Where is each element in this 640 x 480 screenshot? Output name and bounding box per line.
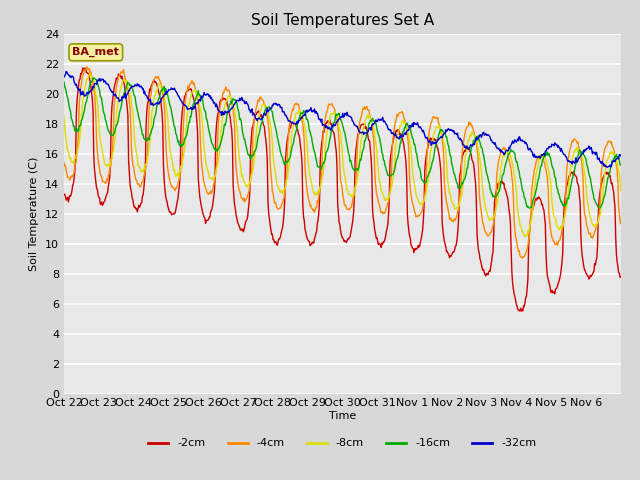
- -8cm: [256, 108, 264, 114]
- -32cm: [62, 69, 70, 74]
- -16cm: [228, 96, 236, 102]
- -2cm: [518, 308, 525, 314]
- -32cm: [228, 105, 236, 111]
- -2cm: [228, 140, 236, 146]
- -2cm: [432, 137, 440, 143]
- -32cm: [603, 164, 611, 170]
- -16cm: [617, 162, 625, 168]
- -8cm: [401, 120, 408, 126]
- -4cm: [126, 105, 134, 111]
- -16cm: [60, 79, 68, 85]
- -16cm: [126, 83, 134, 89]
- -2cm: [277, 230, 285, 236]
- Line: -8cm: -8cm: [64, 74, 621, 237]
- -8cm: [617, 188, 625, 194]
- -4cm: [228, 104, 236, 110]
- -4cm: [83, 64, 91, 70]
- -8cm: [277, 188, 285, 193]
- -8cm: [228, 101, 236, 107]
- -8cm: [86, 71, 94, 77]
- -32cm: [277, 105, 285, 110]
- Legend: -2cm, -4cm, -8cm, -16cm, -32cm: -2cm, -4cm, -8cm, -16cm, -32cm: [144, 434, 541, 453]
- Line: -16cm: -16cm: [64, 78, 621, 208]
- -32cm: [126, 86, 134, 92]
- -4cm: [256, 95, 264, 100]
- Line: -4cm: -4cm: [64, 67, 621, 258]
- -2cm: [60, 192, 68, 197]
- -16cm: [89, 75, 97, 81]
- -16cm: [525, 205, 533, 211]
- -16cm: [401, 125, 408, 131]
- -16cm: [432, 143, 440, 149]
- -4cm: [401, 116, 408, 122]
- -4cm: [518, 255, 526, 261]
- -2cm: [126, 182, 134, 188]
- -8cm: [60, 114, 68, 120]
- -4cm: [432, 115, 440, 121]
- Title: Soil Temperatures Set A: Soil Temperatures Set A: [251, 13, 434, 28]
- -4cm: [277, 204, 285, 210]
- Y-axis label: Soil Temperature (C): Soil Temperature (C): [29, 156, 39, 271]
- Line: -2cm: -2cm: [64, 68, 621, 311]
- -32cm: [256, 116, 264, 122]
- -32cm: [617, 153, 625, 159]
- -8cm: [432, 124, 440, 130]
- -8cm: [126, 91, 134, 97]
- Line: -32cm: -32cm: [64, 72, 621, 167]
- -2cm: [617, 274, 625, 280]
- -4cm: [617, 221, 625, 227]
- -2cm: [401, 146, 408, 152]
- -2cm: [256, 112, 264, 118]
- -16cm: [277, 151, 285, 157]
- -16cm: [256, 127, 264, 133]
- Text: BA_met: BA_met: [72, 47, 119, 58]
- -4cm: [60, 160, 68, 166]
- -32cm: [432, 141, 440, 146]
- -32cm: [60, 74, 68, 80]
- -32cm: [401, 131, 408, 136]
- X-axis label: Time: Time: [329, 411, 356, 421]
- -2cm: [81, 65, 88, 71]
- -8cm: [521, 234, 529, 240]
